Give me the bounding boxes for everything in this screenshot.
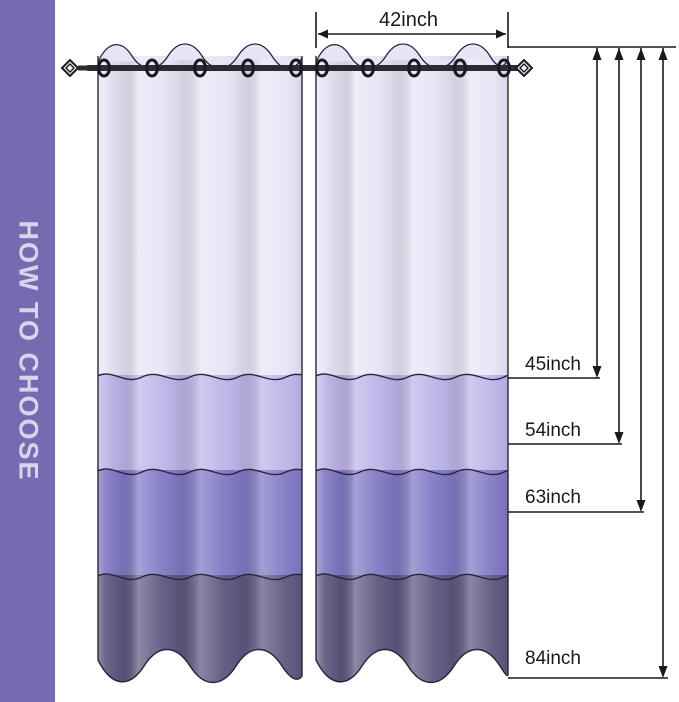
arrowhead-63: [636, 500, 646, 512]
height-label-84: 84inch: [525, 648, 581, 669]
grommet-icon: [97, 58, 111, 78]
panel-right-outline: [315, 56, 509, 683]
grommet-icon: [193, 58, 207, 78]
sidebar-banner: HOW TO CHOOSE: [0, 0, 55, 702]
arrowhead-45-top: [592, 48, 602, 60]
curtain-rod: [60, 58, 534, 78]
grommet-icon: [453, 58, 467, 78]
arrowhead-63-top: [636, 48, 646, 60]
arrowhead-45: [592, 366, 602, 378]
curtain-panel-left: [98, 56, 302, 683]
width-dimension-label: 42inch: [379, 9, 438, 31]
panel-left-band-seams: [98, 373, 302, 581]
grommet-icon: [145, 58, 159, 78]
height-label-54: 54inch: [525, 420, 581, 441]
arrowhead-54: [614, 432, 624, 444]
height-arrow-group: [592, 48, 668, 678]
grommet-icon: [407, 58, 421, 78]
grommet-icon: [497, 58, 511, 78]
arrowhead-54-top: [614, 48, 624, 60]
rod-finial-right: [514, 58, 534, 78]
arrowhead-84: [658, 666, 668, 678]
panel-left-outline: [97, 56, 303, 683]
width-arrowhead-right: [496, 29, 506, 39]
grommet-icon: [315, 58, 329, 78]
panel-right-shading: [316, 56, 508, 683]
height-label-63: 63inch: [525, 487, 581, 508]
rod-finial-left: [60, 58, 90, 78]
grommet-group-right: [315, 58, 511, 78]
height-label-45: 45inch: [525, 354, 581, 375]
width-arrowhead-left: [318, 29, 328, 39]
grommet-icon: [361, 58, 375, 78]
width-dimension: [315, 12, 509, 48]
arrowhead-84-top: [658, 48, 668, 60]
panel-right-band-seams: [316, 373, 508, 581]
grommet-group-left: [97, 58, 303, 78]
curtain-panel-right: [316, 56, 508, 683]
panel-left-shading: [98, 56, 302, 683]
height-leader-lines: [508, 377, 668, 679]
grommet-icon: [289, 58, 303, 78]
grommet-icon: [241, 58, 255, 78]
